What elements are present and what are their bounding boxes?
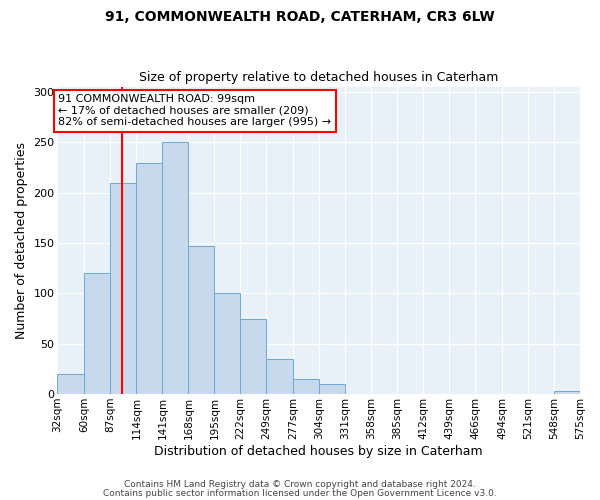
Text: 91 COMMONWEALTH ROAD: 99sqm
← 17% of detached houses are smaller (209)
82% of se: 91 COMMONWEALTH ROAD: 99sqm ← 17% of det… (58, 94, 332, 128)
Bar (240, 318, 266, 394)
Text: Contains public sector information licensed under the Open Government Licence v3: Contains public sector information licen… (103, 488, 497, 498)
Bar (163, 142, 188, 394)
X-axis label: Distribution of detached houses by size in Caterham: Distribution of detached houses by size … (154, 444, 483, 458)
Bar (188, 246, 214, 394)
Bar (58, 374, 85, 394)
Title: Size of property relative to detached houses in Caterham: Size of property relative to detached ho… (139, 72, 499, 85)
Bar (214, 294, 240, 394)
Y-axis label: Number of detached properties: Number of detached properties (15, 142, 28, 339)
Bar (319, 384, 345, 394)
Bar (136, 162, 163, 394)
Text: 91, COMMONWEALTH ROAD, CATERHAM, CR3 6LW: 91, COMMONWEALTH ROAD, CATERHAM, CR3 6LW (105, 10, 495, 24)
Bar (266, 359, 293, 394)
Text: Contains HM Land Registry data © Crown copyright and database right 2024.: Contains HM Land Registry data © Crown c… (124, 480, 476, 489)
Bar (110, 182, 136, 394)
Bar (293, 379, 319, 394)
Bar (554, 391, 580, 394)
Bar (85, 274, 110, 394)
